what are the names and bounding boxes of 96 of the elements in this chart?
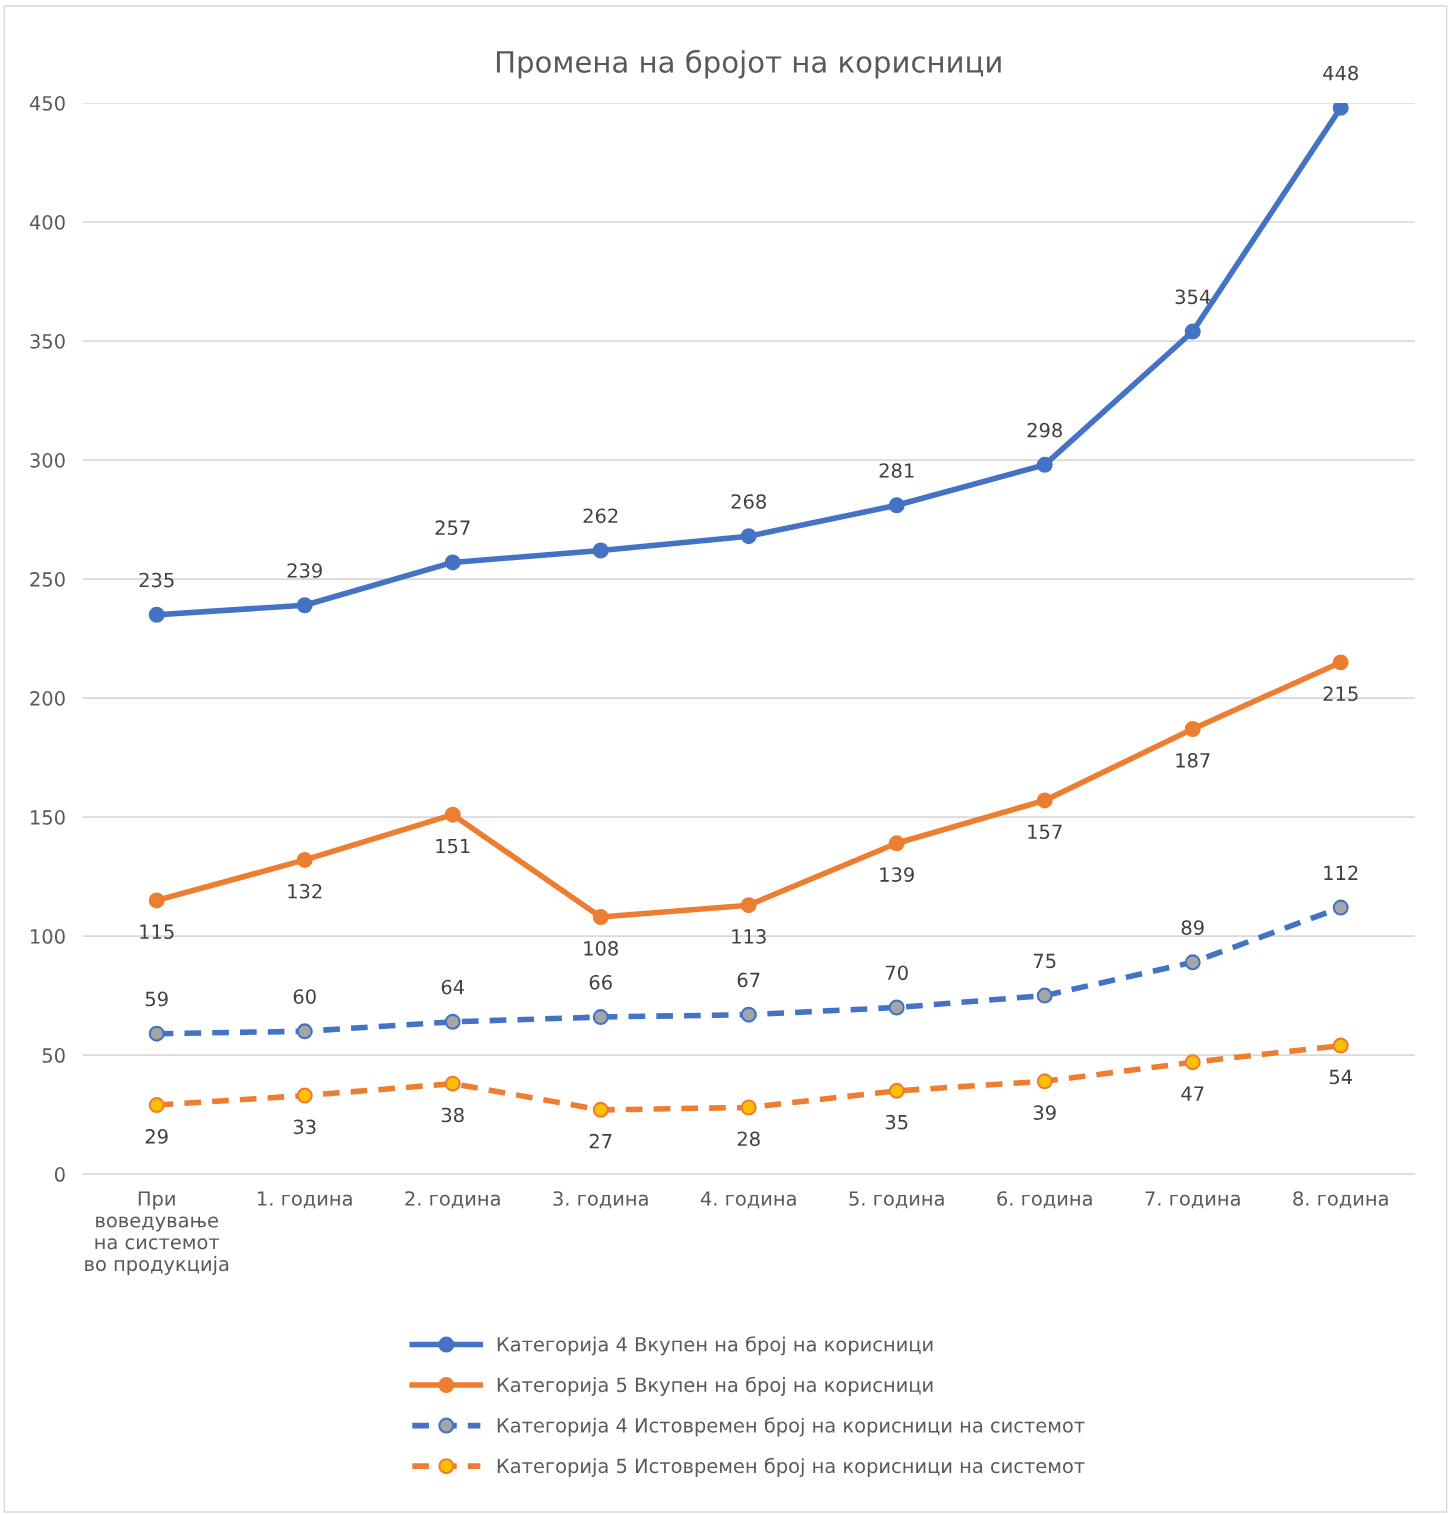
data-label: 151 <box>436 838 470 854</box>
point <box>592 1009 609 1026</box>
y-tick-label: 200 <box>30 691 65 706</box>
data-label: 54 <box>1329 1069 1352 1085</box>
x-tick-label: 7. година <box>1145 1191 1240 1209</box>
data-label: 39 <box>1033 1105 1056 1120</box>
data-label: 27 <box>589 1133 612 1149</box>
y-tick-label: 400 <box>29 214 65 230</box>
data-label: 262 <box>583 508 618 524</box>
data-label: 239 <box>287 563 322 578</box>
point <box>1184 954 1201 971</box>
data-label: 215 <box>1323 686 1358 702</box>
data-label: 29 <box>145 1129 168 1144</box>
point <box>740 528 757 545</box>
x-tick-label: 5. година <box>849 1191 944 1209</box>
point <box>1184 323 1201 340</box>
y-tick-label: 150 <box>31 810 65 825</box>
data-label: 89 <box>1181 920 1204 935</box>
data-label: 157 <box>1028 824 1062 840</box>
data-label: 298 <box>1027 422 1062 438</box>
point <box>888 497 905 514</box>
point <box>296 1087 313 1104</box>
point <box>592 1101 609 1118</box>
legend-label: Категорија 5 Вкупен на број на корисници <box>497 1376 933 1396</box>
y-tick-label: 350 <box>30 334 65 349</box>
point <box>444 1013 461 1030</box>
y-tick-label: 450 <box>29 95 65 111</box>
point <box>1036 792 1053 809</box>
point <box>1036 1073 1053 1090</box>
data-label: 38 <box>441 1107 464 1123</box>
data-label: 60 <box>293 989 316 1004</box>
data-label: 113 <box>732 929 766 944</box>
legend-label: Категорија 4 Вкупен на број на корисници <box>497 1336 933 1356</box>
point <box>148 892 165 909</box>
data-label: 268 <box>731 494 766 509</box>
y-tick-label: 100 <box>31 929 65 944</box>
point <box>296 851 313 868</box>
data-label: 132 <box>288 883 322 899</box>
data-label: 75 <box>1033 953 1056 969</box>
x-tick-label: 6. година <box>997 1191 1092 1209</box>
chart-title: Промена на бројот на корисници <box>496 49 1001 79</box>
point <box>148 606 165 623</box>
y-tick-label: 50 <box>42 1048 65 1063</box>
data-label: 235 <box>139 572 174 588</box>
data-label: 64 <box>441 979 464 995</box>
point <box>148 1025 165 1042</box>
point <box>444 1075 461 1092</box>
data-label: 59 <box>145 991 168 1007</box>
point <box>1332 899 1349 916</box>
data-label: 70 <box>885 965 908 981</box>
point <box>888 1082 905 1099</box>
point <box>1184 721 1201 738</box>
point <box>888 835 905 852</box>
data-label: 448 <box>1323 65 1358 81</box>
x-tick-label: 3. година <box>553 1191 648 1209</box>
x-tick-label: 4. година <box>700 1191 796 1209</box>
data-label: 67 <box>737 972 760 988</box>
data-label: 35 <box>885 1114 908 1130</box>
data-label: 139 <box>880 867 914 882</box>
data-label: 257 <box>435 520 470 536</box>
point <box>296 597 313 614</box>
data-label: 108 <box>584 941 618 956</box>
point <box>1036 456 1053 473</box>
data-label: 281 <box>879 463 914 478</box>
data-label: 187 <box>1176 752 1210 768</box>
point <box>296 1023 313 1040</box>
legend-label: Категорија 5 Истовремен број на корисници на системот <box>497 1457 1085 1477</box>
data-label: 66 <box>589 974 612 990</box>
legend-label: Категорија 4 Истовремен број на корисници на системот <box>497 1417 1085 1437</box>
point <box>1332 654 1349 671</box>
point <box>592 542 609 559</box>
point <box>444 554 461 571</box>
data-label: 47 <box>1181 1086 1204 1101</box>
x-tick-label: 1. година <box>258 1191 352 1209</box>
y-tick-label: 0 <box>54 1167 65 1182</box>
x-tick-label: При воведување на системот во продукција <box>85 1191 229 1275</box>
point <box>1184 1054 1201 1071</box>
data-label: 112 <box>1324 865 1358 880</box>
point <box>1332 103 1349 116</box>
point <box>592 909 609 926</box>
point <box>1332 1037 1349 1054</box>
point <box>740 897 757 914</box>
point <box>888 999 905 1016</box>
data-label: 28 <box>737 1131 760 1147</box>
data-label: 115 <box>140 924 174 940</box>
data-label: 33 <box>293 1119 316 1135</box>
point <box>740 1006 757 1023</box>
x-tick-label: 2. година <box>405 1191 500 1209</box>
point <box>1036 987 1053 1004</box>
y-tick-label: 250 <box>30 572 65 587</box>
y-tick-label: 300 <box>30 453 65 468</box>
point <box>148 1097 165 1114</box>
x-tick-label: 8. година <box>1293 1191 1388 1209</box>
point <box>740 1099 757 1116</box>
point <box>444 806 461 823</box>
data-label: 354 <box>1175 289 1211 305</box>
